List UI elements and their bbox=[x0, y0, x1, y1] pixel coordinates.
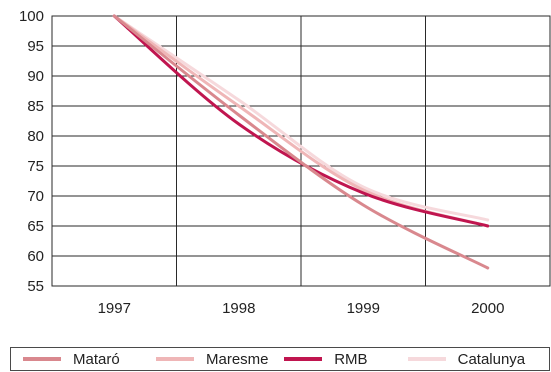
legend-swatch bbox=[284, 357, 323, 361]
line-chart: 100 95 90 85 80 75 70 65 60 55 1997 1998 1999 2000 bbox=[19, 8, 551, 317]
legend-swatch bbox=[155, 357, 194, 361]
x-tick-label: 1997 bbox=[98, 300, 131, 317]
y-tick-label: 95 bbox=[27, 38, 44, 55]
legend-item: Mataró bbox=[11, 351, 152, 368]
legend-item: RMB bbox=[280, 351, 403, 368]
legend-label: Maresme bbox=[205, 350, 269, 368]
legend-label: Mataró bbox=[73, 350, 120, 368]
x-tick-label: 1999 bbox=[347, 300, 380, 317]
y-tick-label: 100 bbox=[19, 8, 44, 25]
legend-label: RMB bbox=[334, 350, 368, 368]
legend-item: Maresme bbox=[152, 351, 280, 368]
legend: Mataró Maresme RMB Catalunya bbox=[10, 347, 550, 371]
x-tick-label: 2000 bbox=[471, 300, 504, 317]
y-tick-label: 65 bbox=[27, 218, 44, 235]
series-lines bbox=[112, 14, 490, 270]
series-line-0 bbox=[112, 14, 490, 270]
y-axis: 100 95 90 85 80 75 70 65 60 55 bbox=[19, 8, 44, 295]
y-tick-label: 90 bbox=[27, 68, 44, 85]
y-tick-label: 70 bbox=[27, 188, 44, 205]
legend-label: Catalunya bbox=[457, 350, 526, 368]
y-tick-label: 55 bbox=[27, 278, 44, 295]
legend-item: Catalunya bbox=[404, 351, 549, 368]
x-axis: 1997 1998 1999 2000 bbox=[98, 300, 505, 317]
y-tick-label: 80 bbox=[27, 128, 44, 145]
series-line-2 bbox=[112, 14, 490, 228]
legend-swatch bbox=[407, 357, 446, 361]
y-tick-label: 85 bbox=[27, 98, 44, 115]
series-line-3 bbox=[112, 14, 490, 222]
legend-swatch bbox=[23, 357, 61, 361]
y-tick-label: 75 bbox=[27, 158, 44, 175]
y-tick-label: 60 bbox=[27, 248, 44, 265]
x-tick-label: 1998 bbox=[222, 300, 255, 317]
plot-frame bbox=[51, 15, 551, 287]
